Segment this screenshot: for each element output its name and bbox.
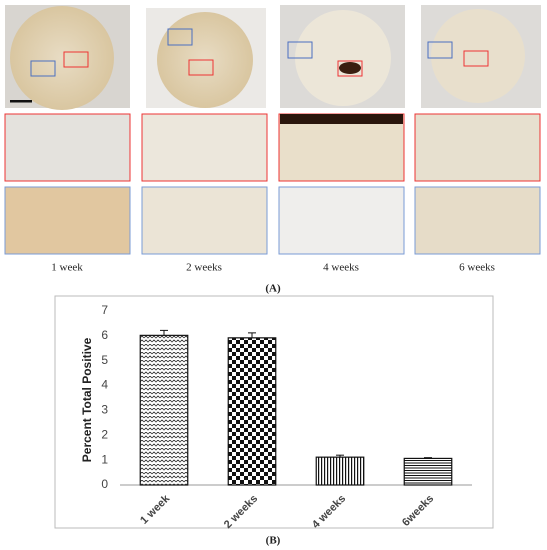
inset [414, 186, 541, 255]
inset-box [337, 60, 363, 77]
y-tick-label: 7 [101, 303, 108, 317]
bar [227, 337, 277, 486]
insets-blue [4, 186, 541, 255]
inset-box [427, 41, 453, 59]
inset [141, 186, 268, 255]
inset [4, 186, 131, 255]
inset-box [167, 28, 193, 46]
y-tick-label: 0 [101, 477, 108, 491]
micrographs [4, 5, 541, 255]
inset-box [287, 41, 313, 59]
y-axis-title: Percent Total Positive [80, 337, 94, 462]
scale-bar [10, 100, 32, 103]
panel-label: 6 weeks [459, 262, 495, 274]
tissue [339, 62, 361, 74]
tissue [295, 10, 391, 106]
inset [141, 113, 268, 182]
inset [4, 113, 131, 182]
tissue [431, 9, 525, 103]
inset [278, 113, 405, 182]
y-tick-label: 4 [101, 378, 108, 392]
panel-label: 2 weeks [186, 262, 222, 274]
tissue [280, 114, 403, 124]
y-tick-label: 1 [101, 452, 108, 466]
inset [278, 186, 405, 255]
y-tick-label: 6 [101, 328, 108, 342]
panel-label: 4 weeks [323, 262, 359, 274]
inset [414, 113, 541, 182]
insets-red [4, 113, 541, 182]
bar [403, 457, 453, 486]
inset-box [30, 60, 56, 77]
tissue [10, 6, 114, 110]
inset-box [188, 59, 214, 76]
caption: (A) [265, 283, 281, 295]
caption: (B) [266, 535, 281, 547]
y-tick-label: 3 [101, 403, 108, 417]
inset-box [63, 51, 89, 68]
y-tick-label: 2 [101, 427, 108, 441]
inset-box [463, 50, 489, 67]
panel-label: 1 week [51, 262, 83, 274]
bar [315, 456, 365, 486]
bar [139, 334, 189, 486]
y-tick-label: 5 [101, 353, 108, 367]
